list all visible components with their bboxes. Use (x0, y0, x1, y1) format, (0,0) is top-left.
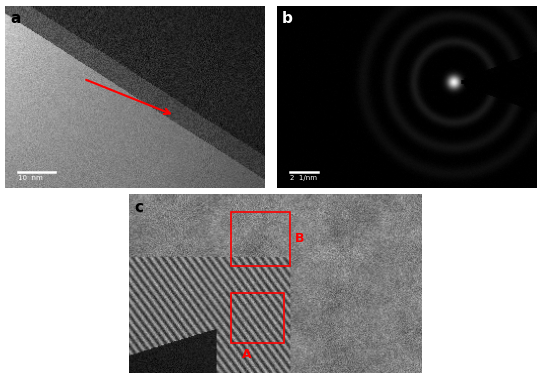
Bar (231, 212, 290, 266)
Text: B: B (295, 233, 305, 245)
Bar (231, 293, 284, 343)
Text: a: a (11, 11, 21, 26)
Text: A: A (242, 348, 252, 361)
Text: 2  1/nm: 2 1/nm (290, 175, 317, 181)
Text: c: c (135, 199, 144, 215)
Text: b: b (282, 11, 293, 26)
Text: 10  nm: 10 nm (19, 175, 43, 181)
